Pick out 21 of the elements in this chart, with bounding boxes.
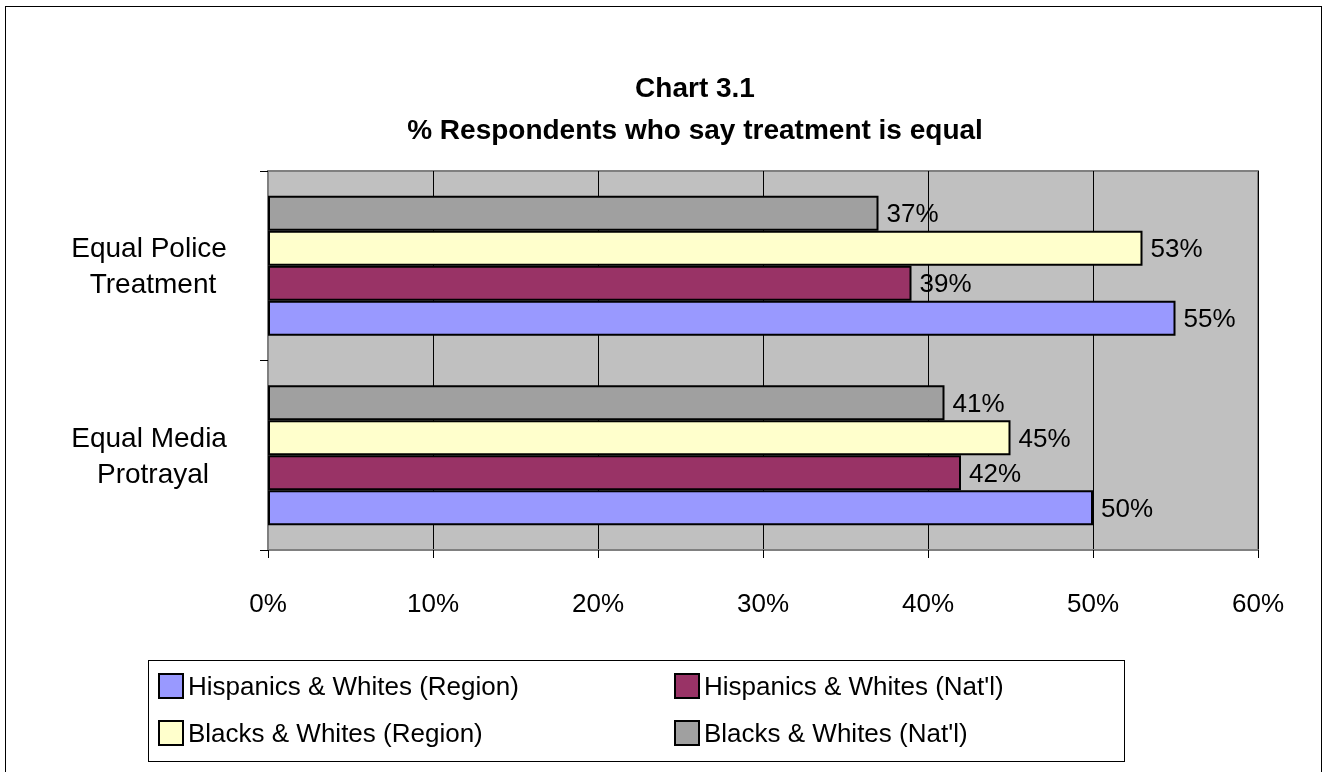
data-label: 53% (1150, 233, 1203, 264)
legend-label: Blacks & Whites (Region) (188, 718, 483, 748)
x-tick-label: 30% (736, 588, 790, 618)
y-tick-label: Equal Media Protrayal (71, 421, 235, 489)
x-tick-label: 0% (249, 588, 287, 618)
x-tick-label: 20% (571, 588, 625, 618)
x-tick-label: 10% (406, 588, 460, 618)
chart-subtitle: % Respondents who say treatment is equal (407, 113, 983, 145)
legend-label: Hispanics & Whites (Nat'l) (704, 671, 1004, 701)
x-tick-label: 60% (1231, 588, 1285, 618)
data-label: 50% (1101, 492, 1154, 523)
x-tick-label: 50% (1066, 588, 1120, 618)
y-tick-label: Equal Police Treatment (71, 232, 235, 300)
data-label: 42% (969, 457, 1022, 488)
data-label: 41% (952, 387, 1005, 418)
legend-label: Blacks & Whites (Nat'l) (704, 718, 968, 748)
x-tick-label: 40% (901, 588, 955, 618)
chart-title: Chart 3.1 (635, 71, 755, 103)
data-label: 45% (1018, 422, 1071, 453)
legend-label: Hispanics & Whites (Region) (188, 671, 519, 701)
data-label: 55% (1183, 303, 1236, 334)
